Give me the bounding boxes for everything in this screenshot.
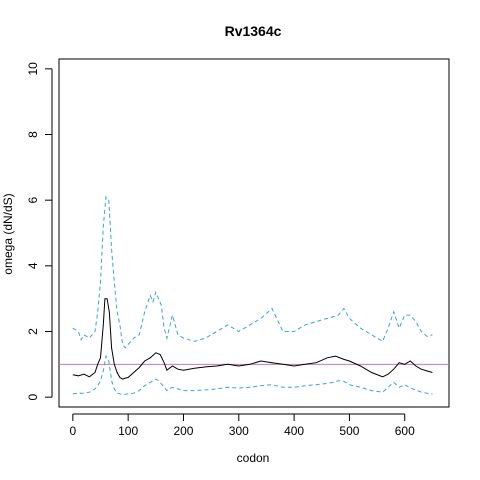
chart-title: Rv1364c	[225, 23, 282, 39]
upper-bound-line	[72, 195, 433, 349]
x-tick-label: 300	[229, 424, 249, 438]
y-tick-label: 4	[26, 262, 40, 269]
y-tick-label: 6	[26, 197, 40, 204]
omega-line	[72, 298, 433, 380]
x-axis-title: codon	[237, 451, 270, 465]
x-tick-label: 500	[339, 424, 359, 438]
plot-frame	[58, 58, 450, 408]
lower-bound-line	[72, 354, 433, 396]
y-tick-label: 8	[26, 131, 40, 138]
chart-marks: 0 100 200 300 400 500 600 0 2 4 6 8 10	[26, 62, 449, 438]
y-tick-label: 0	[26, 393, 40, 400]
x-tick-label: 200	[173, 424, 193, 438]
y-tick-label: 10	[26, 62, 40, 76]
x-tick-label: 0	[69, 424, 76, 438]
x-tick-label: 400	[284, 424, 304, 438]
y-axis-title: omega (dN/dS)	[1, 193, 15, 274]
x-tick-label: 100	[118, 424, 138, 438]
y-tick-label: 2	[26, 328, 40, 335]
x-tick-label: 600	[395, 424, 415, 438]
